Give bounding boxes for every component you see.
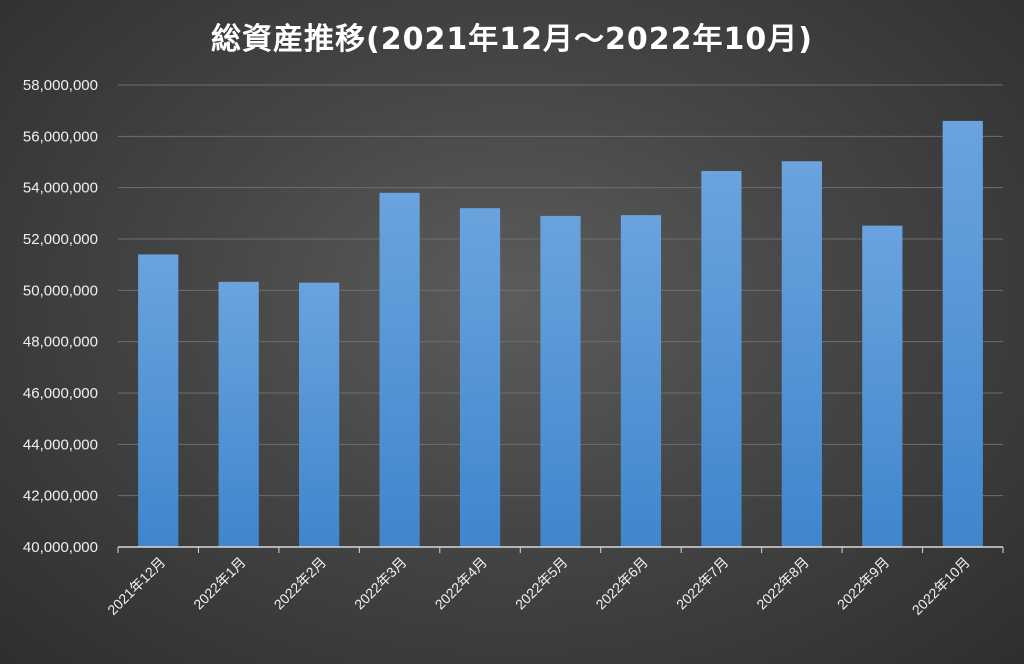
bar <box>540 215 581 547</box>
x-tick-label: 2022年6月 <box>592 554 651 613</box>
x-tick-label: 2022年3月 <box>351 554 410 613</box>
y-tick-label: 58,000,000 <box>23 77 98 94</box>
y-tick-label: 48,000,000 <box>23 334 98 351</box>
chart-title: 総資産推移(2021年12月～2022年10月) <box>211 22 813 57</box>
bar <box>620 215 662 547</box>
y-tick-label: 50,000,000 <box>23 282 98 299</box>
bar <box>942 120 983 547</box>
x-tick-label: 2022年7月 <box>673 554 732 613</box>
x-tick-label: 2021年12月 <box>104 554 168 618</box>
y-tick-label: 44,000,000 <box>23 436 98 453</box>
bar <box>379 192 420 548</box>
y-tick-label: 46,000,000 <box>23 385 98 402</box>
y-tick-label: 52,000,000 <box>23 231 98 248</box>
y-tick-label: 40,000,000 <box>23 539 98 556</box>
x-tick-label: 2022年10月 <box>909 554 973 618</box>
y-tick-label: 56,000,000 <box>23 128 98 145</box>
x-tick-label: 2022年9月 <box>834 554 893 613</box>
x-tick-label: 2022年4月 <box>432 554 491 613</box>
bars <box>138 120 983 548</box>
y-tick-label: 42,000,000 <box>23 488 98 505</box>
bar <box>701 170 742 547</box>
bar <box>299 282 340 547</box>
bar <box>138 254 179 547</box>
bar <box>781 161 822 548</box>
x-tick-label: 2022年5月 <box>512 554 571 613</box>
x-tick-label: 2022年1月 <box>190 554 249 613</box>
bar <box>218 281 259 547</box>
axes <box>117 546 1004 553</box>
y-tick-label: 54,000,000 <box>23 180 98 197</box>
x-tick-label: 2022年8月 <box>753 554 812 613</box>
x-tick-label: 2022年2月 <box>271 554 330 613</box>
bar <box>459 208 501 547</box>
bar <box>862 225 903 548</box>
